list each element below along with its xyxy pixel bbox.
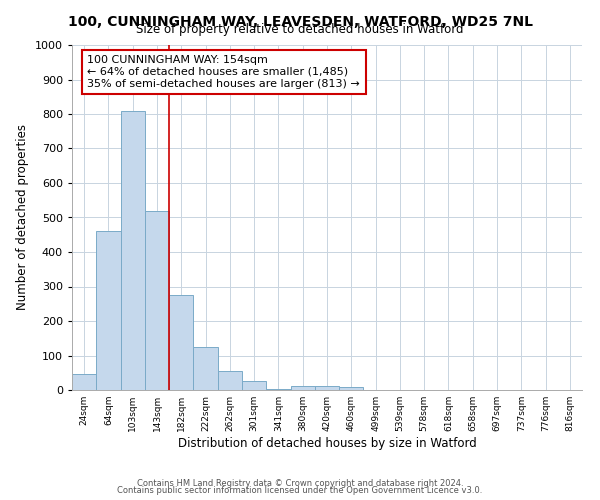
Bar [193, 347, 218, 390]
X-axis label: Distribution of detached houses by size in Watford: Distribution of detached houses by size … [178, 437, 476, 450]
Text: Contains HM Land Registry data © Crown copyright and database right 2024.: Contains HM Land Registry data © Crown c… [137, 478, 463, 488]
Text: 100 CUNNINGHAM WAY: 154sqm
← 64% of detached houses are smaller (1,485)
35% of s: 100 CUNNINGHAM WAY: 154sqm ← 64% of deta… [88, 56, 360, 88]
Bar [121, 110, 145, 390]
Text: 100, CUNNINGHAM WAY, LEAVESDEN, WATFORD, WD25 7NL: 100, CUNNINGHAM WAY, LEAVESDEN, WATFORD,… [67, 15, 533, 29]
Bar [242, 382, 266, 390]
Bar [145, 210, 169, 390]
Y-axis label: Number of detached properties: Number of detached properties [16, 124, 29, 310]
Text: Contains public sector information licensed under the Open Government Licence v3: Contains public sector information licen… [118, 486, 482, 495]
Bar [72, 374, 96, 390]
Bar [290, 386, 315, 390]
Bar [96, 232, 121, 390]
Bar [169, 295, 193, 390]
Bar [218, 371, 242, 390]
Bar [266, 389, 290, 390]
Bar [339, 387, 364, 390]
Bar [315, 386, 339, 390]
Text: Size of property relative to detached houses in Watford: Size of property relative to detached ho… [136, 22, 464, 36]
